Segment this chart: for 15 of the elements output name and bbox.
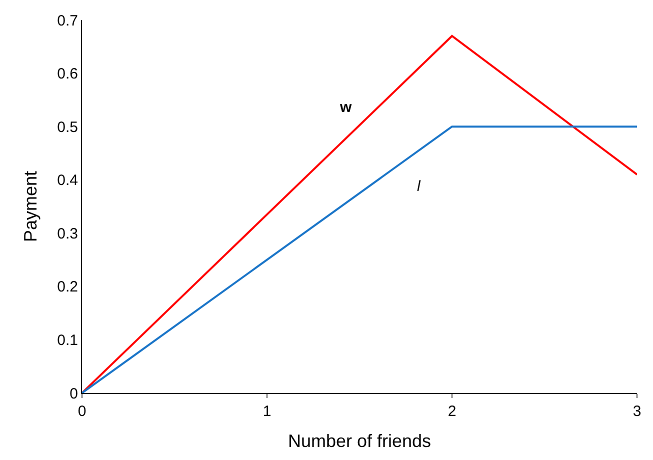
x-tick-label: 3 bbox=[632, 403, 642, 420]
x-tick-label: 1 bbox=[262, 403, 272, 420]
y-tick-label: 0.3 bbox=[57, 225, 78, 242]
y-tick-label: 0.7 bbox=[57, 12, 78, 30]
y-tick-label: 0.5 bbox=[57, 118, 78, 136]
series-label: l bbox=[417, 178, 421, 195]
y-tick-label: 0.4 bbox=[57, 172, 78, 190]
x-axis-title: Number of friends bbox=[288, 431, 432, 452]
series-label: w bbox=[339, 99, 352, 116]
x-tick-label: 2 bbox=[448, 403, 456, 420]
y-tick-label: 0 bbox=[70, 385, 78, 402]
y-axis-title: Payment bbox=[20, 170, 40, 242]
y-tick-label: 0.6 bbox=[57, 66, 78, 83]
y-tick-label: 0.1 bbox=[57, 332, 78, 349]
y-tick-label: 0.2 bbox=[57, 278, 78, 296]
